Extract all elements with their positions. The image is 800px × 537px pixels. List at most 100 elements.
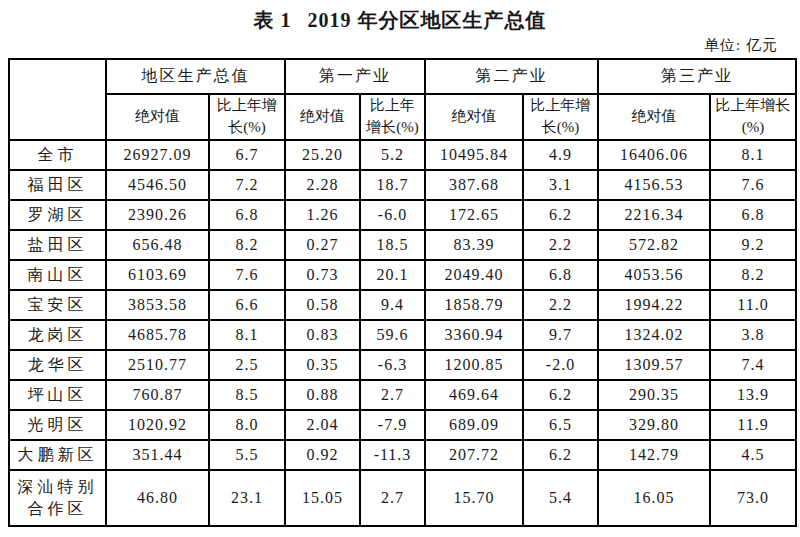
table-row: 福田区4546.507.22.2818.7387.683.14156.537.6 [9, 170, 796, 200]
region-label: 大鹏新区 [9, 440, 106, 470]
value-cell: 2.7 [360, 470, 425, 526]
value-cell: 4685.78 [106, 320, 209, 350]
region-label: 龙岗区 [9, 320, 106, 350]
value-cell: 59.6 [360, 320, 425, 350]
value-cell: -6.3 [360, 350, 425, 380]
unit-label: 单位: 亿元 [0, 36, 800, 56]
value-cell: 6.8 [710, 200, 796, 230]
table-number-label: 表 1 [254, 9, 292, 31]
value-cell: 5.4 [523, 470, 598, 526]
subheader-absolute-value: 绝对值 [425, 94, 523, 140]
value-cell: 4.9 [523, 140, 598, 170]
value-cell: 3.8 [710, 320, 796, 350]
col-group-secondary-industry: 第二产业 [425, 59, 598, 94]
value-cell: 0.73 [285, 260, 360, 290]
col-group-primary-industry: 第一产业 [285, 59, 425, 94]
value-cell: 1994.22 [598, 290, 710, 320]
value-cell: 4053.56 [598, 260, 710, 290]
value-cell: 387.68 [425, 170, 523, 200]
table-row: 龙岗区4685.788.10.8359.63360.949.71324.023.… [9, 320, 796, 350]
value-cell: 10495.84 [425, 140, 523, 170]
document-page: 表 1 2019 年分区地区生产总值 单位: 亿元 地区生产总值 第一产业 第二产… [0, 0, 800, 537]
value-cell: 656.48 [106, 230, 209, 260]
value-cell: 18.5 [360, 230, 425, 260]
subheader-absolute-value: 绝对值 [106, 94, 209, 140]
region-label: 光明区 [9, 410, 106, 440]
subheader-growth: 比上年增长(%) [523, 94, 598, 140]
value-cell: 2.7 [360, 380, 425, 410]
value-cell: 7.2 [209, 170, 285, 200]
value-cell: 11.9 [710, 410, 796, 440]
value-cell: 20.1 [360, 260, 425, 290]
value-cell: 1020.92 [106, 410, 209, 440]
value-cell: 2.28 [285, 170, 360, 200]
corner-cell [9, 59, 106, 140]
value-cell: 8.2 [710, 260, 796, 290]
value-cell: 6.2 [523, 440, 598, 470]
subheader-growth: 比上年增长(%) [360, 94, 425, 140]
value-cell: 2.2 [523, 290, 598, 320]
value-cell: 6.2 [523, 200, 598, 230]
value-cell: 1309.57 [598, 350, 710, 380]
table-row: 坪山区760.878.50.882.7469.646.2290.3513.9 [9, 380, 796, 410]
header-sub-row: 绝对值 比上年增长(%) 绝对值 比上年增长(%) 绝对值 比上年增长(%) 绝… [9, 94, 796, 140]
value-cell: 23.1 [209, 470, 285, 526]
table-body: 全市26927.096.725.205.210495.844.916406.06… [9, 140, 796, 526]
value-cell: 13.9 [710, 380, 796, 410]
value-cell: -2.0 [523, 350, 598, 380]
value-cell: 207.72 [425, 440, 523, 470]
value-cell: 6.8 [523, 260, 598, 290]
value-cell: 3.1 [523, 170, 598, 200]
value-cell: 469.64 [425, 380, 523, 410]
value-cell: 7.6 [209, 260, 285, 290]
value-cell: 11.0 [710, 290, 796, 320]
value-cell: 2510.77 [106, 350, 209, 380]
value-cell: 0.35 [285, 350, 360, 380]
value-cell: 8.1 [209, 320, 285, 350]
value-cell: 3360.94 [425, 320, 523, 350]
region-label: 罗湖区 [9, 200, 106, 230]
table-title-text: 2019 年分区地区生产总值 [308, 9, 547, 31]
value-cell: 290.35 [598, 380, 710, 410]
value-cell: 4156.53 [598, 170, 710, 200]
value-cell: 16406.06 [598, 140, 710, 170]
subheader-absolute-value: 绝对值 [285, 94, 360, 140]
region-label: 深汕特别合作区 [9, 470, 106, 526]
value-cell: 6.8 [209, 200, 285, 230]
value-cell: 351.44 [106, 440, 209, 470]
value-cell: 4546.50 [106, 170, 209, 200]
value-cell: 2216.34 [598, 200, 710, 230]
value-cell: 1.26 [285, 200, 360, 230]
value-cell: 15.05 [285, 470, 360, 526]
subheader-growth: 比上年增长(%) [710, 94, 796, 140]
table-row: 南山区6103.697.60.7320.12049.406.84053.568.… [9, 260, 796, 290]
value-cell: 329.80 [598, 410, 710, 440]
region-label: 宝安区 [9, 290, 106, 320]
region-label: 盐田区 [9, 230, 106, 260]
value-cell: 2.04 [285, 410, 360, 440]
gdp-table: 地区生产总值 第一产业 第二产业 第三产业 绝对值 比上年增长(%) 绝对值 比… [8, 58, 797, 527]
value-cell: 1858.79 [425, 290, 523, 320]
value-cell: 6.7 [209, 140, 285, 170]
region-label: 龙华区 [9, 350, 106, 380]
value-cell: 8.0 [209, 410, 285, 440]
value-cell: -7.9 [360, 410, 425, 440]
value-cell: 7.6 [710, 170, 796, 200]
region-label: 坪山区 [9, 380, 106, 410]
value-cell: 9.4 [360, 290, 425, 320]
region-label: 南山区 [9, 260, 106, 290]
value-cell: 2.2 [523, 230, 598, 260]
table-row: 光明区1020.928.02.04-7.9689.096.5329.8011.9 [9, 410, 796, 440]
value-cell: 1200.85 [425, 350, 523, 380]
value-cell: 6103.69 [106, 260, 209, 290]
value-cell: 689.09 [425, 410, 523, 440]
table-row: 大鹏新区351.445.50.92-11.3207.726.2142.794.5 [9, 440, 796, 470]
value-cell: 1324.02 [598, 320, 710, 350]
value-cell: 18.7 [360, 170, 425, 200]
value-cell: 6.5 [523, 410, 598, 440]
value-cell: -6.0 [360, 200, 425, 230]
table-row: 盐田区656.488.20.2718.583.392.2572.829.2 [9, 230, 796, 260]
value-cell: 15.70 [425, 470, 523, 526]
table-title: 表 1 2019 年分区地区生产总值 [0, 0, 800, 34]
value-cell: 6.2 [523, 380, 598, 410]
